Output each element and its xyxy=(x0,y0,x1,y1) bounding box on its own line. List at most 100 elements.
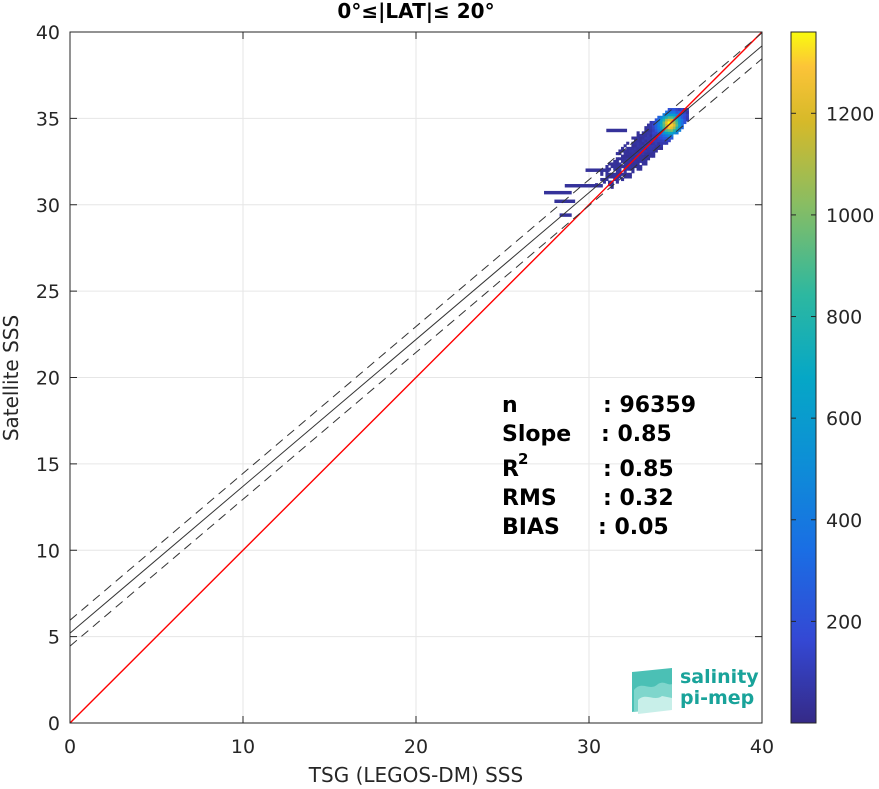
stat-r2-superscript: 2 xyxy=(518,450,528,468)
logo-line1: salinity xyxy=(680,666,759,688)
density-cell xyxy=(659,123,664,127)
density-cell xyxy=(608,172,612,176)
density-cell xyxy=(615,170,619,174)
density-cell xyxy=(621,146,625,150)
density-cell xyxy=(667,108,671,112)
density-cell xyxy=(631,144,635,148)
density-cell xyxy=(633,149,638,153)
colorbar-tick-label: 1000 xyxy=(826,205,874,227)
density-cell xyxy=(636,141,640,145)
colorbar-tick-label: 1200 xyxy=(826,103,874,125)
density-cell xyxy=(644,162,648,166)
density-cell xyxy=(618,167,622,171)
density-cell xyxy=(623,154,627,158)
density-cell xyxy=(613,159,617,163)
density-cell xyxy=(649,154,653,158)
density-cell xyxy=(657,139,661,143)
density-cell xyxy=(678,115,682,119)
colorbar-tick-label: 200 xyxy=(826,611,862,633)
stat-rms-value: : 0.32 xyxy=(603,486,674,511)
density-cell xyxy=(633,141,638,145)
density-cell xyxy=(610,183,614,187)
density-cell xyxy=(628,157,632,161)
density-cell xyxy=(631,170,635,174)
density-cell xyxy=(667,131,671,135)
density-cell xyxy=(646,126,651,130)
y-tick-label: 40 xyxy=(36,22,60,44)
density-cell xyxy=(636,152,640,156)
density-cell xyxy=(672,110,676,114)
density-cell xyxy=(613,165,617,169)
density-cell xyxy=(631,165,635,169)
x-tick-label: 30 xyxy=(577,736,601,758)
density-cell xyxy=(641,154,645,158)
density-cell xyxy=(621,157,625,161)
x-tick-label: 0 xyxy=(64,736,76,758)
density-cell xyxy=(631,154,635,158)
density-cell xyxy=(621,165,625,169)
density-cell xyxy=(641,152,645,156)
density-cell xyxy=(626,146,630,150)
density-cell xyxy=(683,113,687,117)
stat-slope-label: Slope xyxy=(502,422,571,447)
density-cell xyxy=(646,139,651,143)
density-cell xyxy=(649,123,653,127)
density-cell xyxy=(672,113,676,117)
density-cell xyxy=(613,172,617,176)
density-cell xyxy=(654,149,658,153)
density-cell xyxy=(670,113,674,117)
density-cell xyxy=(644,157,648,161)
density-cell xyxy=(636,136,640,140)
density-cell xyxy=(678,110,682,114)
density-cell xyxy=(639,157,643,161)
density-cell xyxy=(615,177,619,182)
density-cell xyxy=(628,149,632,153)
density-cell xyxy=(685,118,689,122)
density-cell xyxy=(544,190,572,195)
density-cell xyxy=(641,133,645,138)
density-cell xyxy=(644,141,648,145)
density-cell xyxy=(649,128,653,132)
density-cell xyxy=(646,154,651,158)
density-cell xyxy=(621,177,625,182)
density-cell xyxy=(633,162,638,166)
density-cell xyxy=(626,167,630,171)
density-cell xyxy=(613,162,617,166)
density-cell xyxy=(610,185,614,189)
density-cell xyxy=(680,123,684,127)
density-cell xyxy=(659,120,664,125)
density-cell xyxy=(626,159,630,163)
density-cell xyxy=(626,157,630,161)
density-cell xyxy=(623,149,627,153)
density-cell xyxy=(608,175,612,179)
density-cell xyxy=(628,172,632,176)
density-cell xyxy=(680,118,684,122)
density-cell xyxy=(644,136,648,140)
density-cell xyxy=(633,144,638,148)
density-cell xyxy=(636,146,640,150)
density-cell xyxy=(672,123,676,127)
density-cell xyxy=(639,149,643,153)
density-cell xyxy=(649,133,653,138)
density-cell xyxy=(636,131,640,135)
density-cell xyxy=(667,128,671,132)
density-cell xyxy=(678,118,682,122)
density-cell xyxy=(659,144,664,148)
stat-r2-value: : 0.85 xyxy=(603,457,674,482)
density-cell xyxy=(606,128,628,133)
density-cell xyxy=(657,128,661,132)
density-cell xyxy=(662,126,666,130)
density-cell xyxy=(667,126,671,130)
density-cell xyxy=(672,115,676,119)
density-cell xyxy=(636,144,640,148)
density-cell xyxy=(652,152,656,156)
density-cell xyxy=(636,167,640,171)
density-cell xyxy=(659,115,664,119)
density-cell xyxy=(618,162,622,166)
density-cell xyxy=(644,139,648,143)
density-cell xyxy=(646,157,651,161)
density-cell xyxy=(610,165,614,169)
density-cell xyxy=(615,152,619,156)
density-cell xyxy=(665,113,669,117)
density-cell xyxy=(644,133,648,138)
